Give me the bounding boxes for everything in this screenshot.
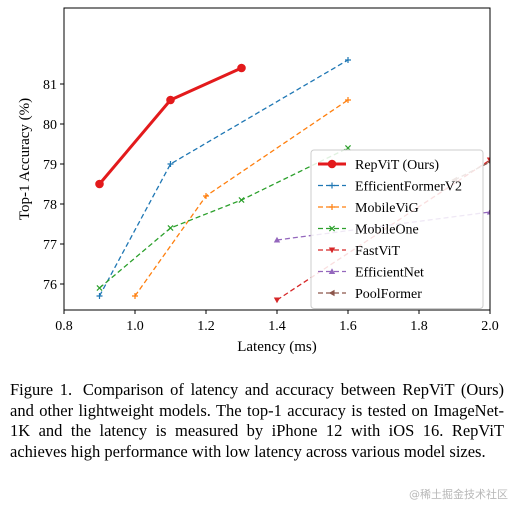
legend-label: EfficientNet [355, 266, 424, 281]
legend-label: PoolFormer [355, 287, 422, 302]
legend-label: FastViT [355, 244, 400, 259]
legend-marker [328, 247, 336, 254]
data-point-efficientnet [486, 208, 490, 215]
y-axis: 76 77 78 79 80 81 [43, 78, 64, 293]
chart: 0.8 1.0 1.2 1.4 1.6 1.8 2.0 76 77 78 79 80 81 Laten… [17, 7, 499, 355]
caption-label: Figure 1. [10, 380, 73, 399]
data-point-mobilevig [132, 293, 138, 299]
legend-item-fastvit: FastViT [318, 244, 400, 259]
x-tick-label: 0.8 [55, 319, 73, 334]
legend-item-efficientformerv2: EfficientFormerV2 [318, 180, 462, 195]
data-point-efficientformerv2 [345, 57, 351, 63]
data-point-mobilevig [345, 97, 351, 103]
legend: RepViT (Ours) EfficientFormerV2 MobileViG M… [310, 149, 484, 309]
legend-item-poolformer: PoolFormer [318, 287, 422, 302]
y-tick-label: 80 [43, 118, 57, 133]
y-tick-label: 78 [43, 198, 57, 213]
data-point-fastvit [273, 297, 281, 304]
x-tick-label: 1.0 [126, 319, 144, 334]
series-mobileone [96, 144, 352, 292]
figure-caption: Figure 1. Comparison of latency and accu… [10, 380, 504, 462]
x-tick-label: 1.6 [339, 319, 357, 334]
legend-item-mobileone: MobileOne [318, 223, 419, 238]
y-tick-label: 76 [43, 278, 57, 293]
data-point-repvit-ours [237, 63, 246, 73]
caption-text: Comparison of latency and accuracy betwe… [10, 380, 504, 461]
legend-item-mobilevig: MobileViG [318, 201, 419, 216]
data-point-efficientnet [273, 236, 281, 243]
legend-marker [327, 159, 337, 169]
series-line-mobileone [99, 147, 349, 289]
x-tick-label: 1.8 [410, 319, 428, 334]
legend-label: MobileViG [355, 201, 419, 216]
data-point-poolformer [486, 160, 490, 164]
x-tick-label: 1.2 [197, 319, 215, 334]
y-axis-label: Top-1 Accuracy (%) [17, 98, 33, 220]
legend-label: RepViT (Ours) [355, 158, 439, 173]
series-line-efficientformerv2 [98, 59, 349, 297]
data-point-efficientformerv2 [167, 161, 174, 167]
data-point-mobilevig [203, 193, 209, 199]
legend-marker [328, 268, 336, 275]
data-point-repvit-ours [95, 179, 104, 189]
x-axis: 0.8 1.0 1.2 1.4 1.6 1.8 2.0 [55, 310, 499, 334]
legend-box [310, 149, 484, 309]
data-point-mobileone [238, 196, 245, 204]
y-tick-label: 77 [43, 238, 57, 253]
x-tick-label: 1.4 [268, 319, 286, 334]
legend-item-repvit-ours: RepViT (Ours) [318, 158, 439, 173]
data-point-repvit-ours [166, 95, 175, 105]
series-mobilevig [132, 97, 351, 299]
legend-marker [328, 289, 335, 297]
series-efficientformerv2 [96, 57, 351, 299]
data-point-mobileone [96, 284, 103, 292]
legend-label: EfficientFormerV2 [355, 180, 462, 195]
y-tick-label: 81 [43, 78, 57, 93]
y-tick-label: 79 [43, 158, 57, 173]
data-point-mobileone [167, 224, 174, 232]
watermark: @稀土掘金技术社区 [409, 488, 508, 501]
x-axis-label: Latency (ms) [237, 339, 317, 355]
legend-marker [329, 182, 335, 189]
data-point-efficientformerv2 [96, 293, 103, 299]
legend-item-efficientnet: EfficientNet [318, 266, 424, 281]
series-repvit-ours [95, 63, 246, 189]
legend-label: MobileOne [355, 223, 419, 238]
x-tick-label: 2.0 [481, 319, 499, 334]
legend-marker [328, 225, 336, 232]
legend-marker [329, 204, 335, 210]
